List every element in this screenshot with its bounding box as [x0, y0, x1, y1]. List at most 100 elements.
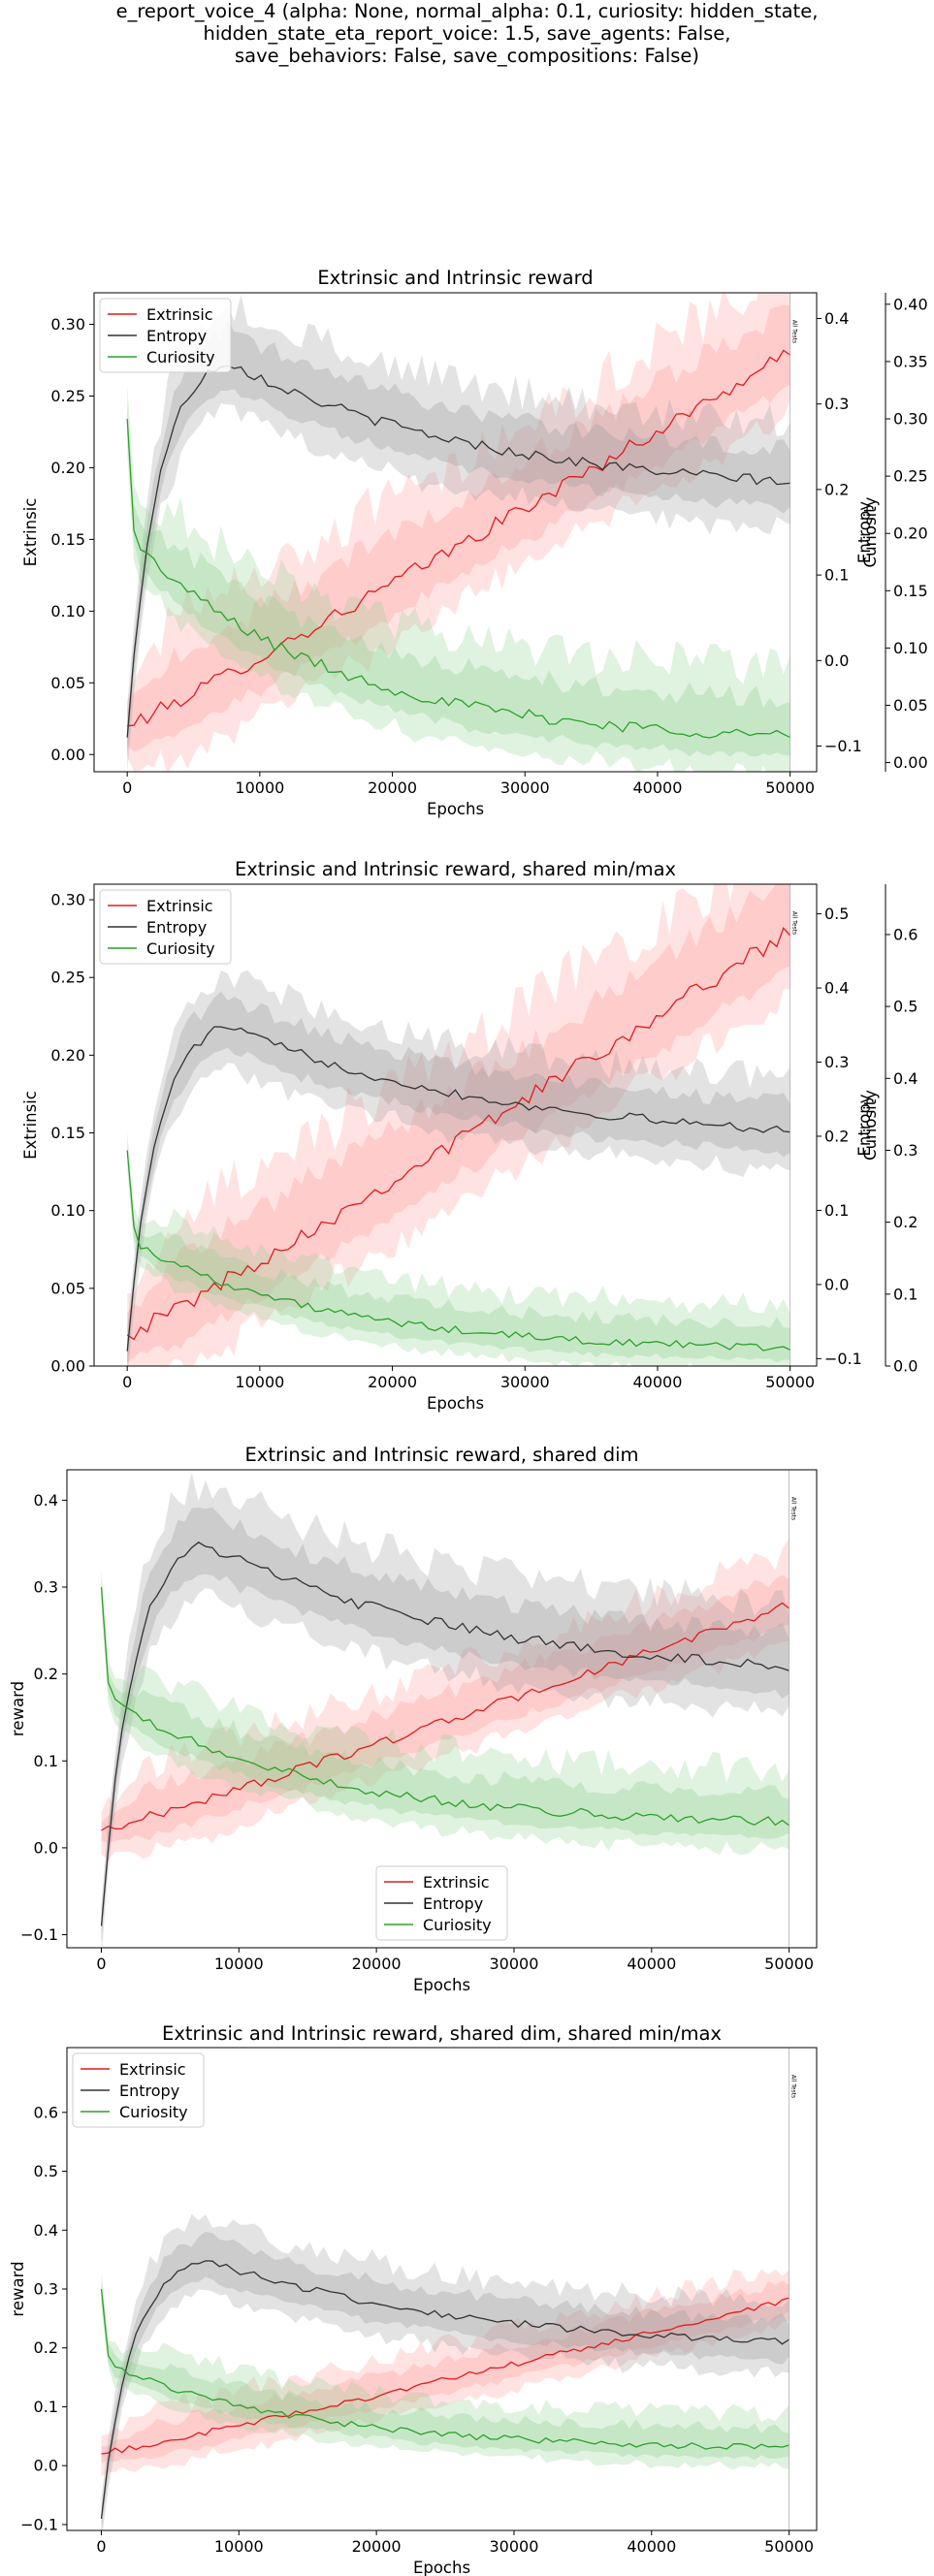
y-tick-label-outer: 0.15 [893, 582, 928, 600]
plot-area [126, 293, 791, 772]
curiosity-band-std [101, 2279, 789, 2461]
y-tick-label: 0.00 [50, 746, 85, 764]
x-tick-label: 20000 [352, 1955, 402, 1973]
x-tick-label: 30000 [490, 1955, 539, 1973]
x-tick-label: 40000 [627, 1955, 676, 1973]
figure-suptitle: e_report_voice_4 (alpha: None, normal_al… [0, 0, 934, 67]
suptitle-line: hidden_state_eta_report_voice: 1.5, save… [203, 22, 731, 45]
legend-label-extrinsic: Extrinsic [423, 1873, 490, 1892]
y-tick-label: 0.1 [34, 2398, 58, 2416]
y-tick-label-outer: 0.0 [893, 1357, 918, 1376]
plot-frame [66, 1469, 818, 1949]
legend-label-extrinsic: Extrinsic [119, 2060, 186, 2079]
y-tick-label-right: 0.4 [824, 979, 849, 998]
y-tick-label-right: 0.4 [824, 309, 849, 328]
plot-frame [93, 292, 818, 773]
y-tick-label: −0.1 [20, 1925, 58, 1944]
y-tick-label: 0.20 [50, 459, 85, 477]
curiosity-band-minmax [127, 384, 790, 772]
y-axis-label-left: reward [9, 2261, 27, 2316]
y-tick-label-outer: 0.10 [893, 639, 928, 657]
y-tick-label-outer: 0.1 [893, 1285, 918, 1303]
entropy-band-std [101, 2231, 789, 2530]
entropy-band-std [101, 1507, 789, 1941]
y-tick-label: 0.15 [50, 530, 85, 549]
extrinsic-line [126, 926, 791, 1341]
y-tick-label-right: −0.1 [824, 737, 862, 755]
y-tick-label-outer: 0.30 [893, 410, 928, 429]
entropy-line [126, 1026, 790, 1352]
y-tick-label-right: 0.3 [824, 1053, 849, 1071]
y-axis-label-curiosity: Curiosity [861, 1090, 880, 1161]
suptitle-line: e_report_voice_4 (alpha: None, normal_al… [115, 0, 819, 22]
legend-label-extrinsic: Extrinsic [146, 897, 213, 915]
chart-panel-1: All Tests Extrinsic and Intrinsic reward 0… [21, 267, 928, 818]
y-tick-label: 0.25 [50, 969, 85, 987]
x-axis-label: Epochs [413, 2559, 470, 2576]
y-tick-label-outer: 0.40 [893, 295, 928, 313]
legend-label-extrinsic: Extrinsic [146, 305, 213, 324]
x-axis-label: Epochs [427, 1394, 484, 1413]
y-tick-label: 0.05 [50, 674, 85, 692]
legend-label-entropy: Entropy [146, 327, 207, 345]
y-tick-label-outer: 0.5 [893, 998, 918, 1016]
y-tick-label-right: 0.2 [824, 480, 849, 498]
y-tick-label-right: 0.1 [824, 1201, 849, 1220]
entropy-band-minmax [101, 1472, 789, 1948]
y-tick-label: 0.00 [50, 1357, 85, 1376]
y-tick-label-right: 0.5 [824, 905, 849, 923]
y-tick-label-right: 0.0 [824, 1275, 849, 1293]
y-axis-label-left: Extrinsic [21, 1091, 40, 1160]
x-tick-label: 30000 [490, 2537, 539, 2556]
x-tick-label: 40000 [627, 2537, 676, 2556]
curiosity-line [100, 2288, 789, 2450]
y-tick-label: 0.4 [34, 2221, 58, 2240]
y-tick-label: 0.3 [34, 2280, 58, 2299]
y-axis-label-entropy: Entropy [855, 1094, 874, 1156]
entropy-line [100, 2260, 789, 2519]
x-tick-label: 50000 [764, 1955, 814, 1973]
y-tick-label: 0.0 [34, 2457, 58, 2475]
plot-frame [93, 883, 818, 1367]
y-axis-label-curiosity: Curiosity [861, 496, 880, 567]
legend-label-curiosity: Curiosity [119, 2103, 188, 2121]
legend-box [375, 1865, 508, 1941]
y-tick-label: 0.05 [50, 1279, 85, 1297]
y-axis-label-left: Extrinsic [21, 498, 40, 567]
chart-title: Extrinsic and Intrinsic reward, shared m… [235, 858, 676, 880]
y-tick-label-outer: 0.4 [893, 1069, 918, 1088]
y-tick-label-outer: 0.2 [893, 1213, 918, 1231]
extrinsic-line [101, 2297, 789, 2455]
chart-title: Extrinsic and Intrinsic reward, shared d… [162, 2022, 722, 2045]
x-tick-label: 50000 [765, 779, 815, 797]
y-tick-label-outer: 0.25 [893, 467, 928, 486]
extrinsic-band-minmax [101, 2269, 789, 2476]
y-axis-label-left: reward [9, 1681, 27, 1736]
extrinsic-band-std [101, 1574, 789, 1844]
y-tick-label-outer: 0.05 [893, 696, 928, 715]
y-tick-label: 0.30 [50, 315, 85, 334]
entropy-band-minmax [101, 2213, 789, 2530]
entropy-band-std [127, 991, 790, 1366]
y-tick-label: 0.0 [34, 1838, 58, 1857]
legend-label-curiosity: Curiosity [146, 348, 215, 366]
chart-title: Extrinsic and Intrinsic reward, shared d… [244, 1444, 638, 1466]
entropy-line [126, 365, 790, 738]
curiosity-line [126, 1150, 790, 1352]
x-tick-label: 0 [122, 1373, 132, 1391]
all-tests-label: All Tests [791, 911, 798, 935]
y-tick-label: 0.2 [34, 2338, 58, 2357]
legend: Extrinsic Entropy Curiosity [375, 1865, 508, 1941]
x-tick-label: 10000 [235, 779, 284, 797]
chart-panel-2: All Tests Extrinsic and Intrinsic reward,… [21, 858, 918, 1413]
x-tick-label: 50000 [764, 2537, 814, 2556]
curiosity-band-minmax [101, 1570, 789, 1856]
y-tick-label: 0.1 [34, 1752, 58, 1770]
extrinsic-line [127, 349, 791, 727]
legend-label-entropy: Entropy [146, 918, 207, 937]
x-tick-label: 10000 [214, 2537, 264, 2556]
legend-label-entropy: Entropy [119, 2082, 179, 2100]
legend: Extrinsic Entropy Curiosity [72, 2052, 205, 2128]
extrinsic-band-std [127, 304, 790, 752]
